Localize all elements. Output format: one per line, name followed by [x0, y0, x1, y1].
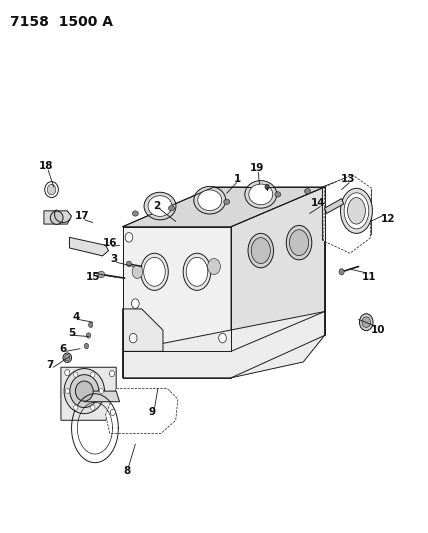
- Text: 17: 17: [75, 211, 89, 221]
- Ellipse shape: [362, 317, 371, 327]
- Polygon shape: [122, 312, 324, 378]
- Ellipse shape: [289, 230, 309, 255]
- Ellipse shape: [48, 184, 56, 195]
- Ellipse shape: [144, 192, 176, 220]
- Ellipse shape: [89, 322, 93, 327]
- Ellipse shape: [45, 182, 58, 198]
- Ellipse shape: [248, 233, 273, 268]
- Polygon shape: [231, 187, 324, 351]
- Polygon shape: [122, 227, 231, 351]
- Ellipse shape: [198, 190, 222, 211]
- Ellipse shape: [339, 269, 344, 275]
- Ellipse shape: [132, 265, 143, 278]
- Polygon shape: [44, 211, 71, 224]
- Ellipse shape: [194, 187, 226, 214]
- Text: 1: 1: [234, 174, 241, 184]
- Text: 6: 6: [59, 344, 67, 354]
- Ellipse shape: [129, 333, 137, 343]
- Ellipse shape: [275, 192, 281, 197]
- Ellipse shape: [360, 314, 373, 330]
- Ellipse shape: [65, 354, 70, 361]
- Ellipse shape: [125, 232, 133, 242]
- Ellipse shape: [63, 353, 71, 362]
- Polygon shape: [324, 175, 372, 253]
- Polygon shape: [106, 389, 178, 433]
- Ellipse shape: [208, 259, 220, 274]
- Ellipse shape: [65, 389, 69, 394]
- Text: 14: 14: [311, 198, 325, 208]
- Polygon shape: [69, 237, 109, 256]
- Text: 3: 3: [110, 254, 118, 263]
- Ellipse shape: [65, 369, 70, 376]
- Text: 13: 13: [341, 174, 355, 184]
- Polygon shape: [122, 187, 324, 227]
- Ellipse shape: [344, 193, 369, 229]
- Ellipse shape: [91, 372, 95, 377]
- Ellipse shape: [305, 189, 311, 194]
- Ellipse shape: [74, 405, 78, 410]
- Ellipse shape: [126, 261, 131, 266]
- Text: 2: 2: [153, 200, 160, 211]
- Text: 12: 12: [381, 214, 395, 224]
- Text: 4: 4: [72, 312, 80, 322]
- Ellipse shape: [70, 375, 99, 408]
- Ellipse shape: [84, 343, 89, 349]
- Ellipse shape: [148, 196, 172, 216]
- Polygon shape: [324, 199, 344, 214]
- Ellipse shape: [245, 181, 277, 208]
- Text: 7: 7: [47, 360, 54, 369]
- Polygon shape: [61, 367, 116, 420]
- Text: 11: 11: [362, 272, 377, 282]
- Text: 18: 18: [39, 161, 54, 171]
- Text: 7158  1500 A: 7158 1500 A: [10, 14, 113, 29]
- Text: 19: 19: [250, 164, 264, 173]
- Ellipse shape: [50, 211, 63, 224]
- Ellipse shape: [224, 199, 230, 205]
- Ellipse shape: [265, 184, 269, 190]
- Ellipse shape: [131, 299, 139, 309]
- Ellipse shape: [75, 381, 93, 401]
- Ellipse shape: [286, 225, 312, 260]
- Ellipse shape: [110, 409, 116, 416]
- Text: 16: 16: [103, 238, 117, 248]
- Ellipse shape: [110, 370, 115, 377]
- Text: 10: 10: [371, 325, 385, 335]
- Ellipse shape: [99, 389, 104, 394]
- Ellipse shape: [249, 184, 273, 205]
- Ellipse shape: [64, 368, 104, 414]
- Ellipse shape: [74, 372, 78, 377]
- Ellipse shape: [251, 238, 270, 263]
- Polygon shape: [82, 391, 119, 402]
- Ellipse shape: [132, 211, 138, 216]
- Text: 8: 8: [123, 466, 131, 475]
- Ellipse shape: [186, 257, 208, 286]
- Ellipse shape: [341, 188, 372, 233]
- Ellipse shape: [219, 333, 226, 343]
- Ellipse shape: [169, 206, 175, 211]
- Text: 5: 5: [68, 328, 75, 338]
- Ellipse shape: [86, 333, 91, 338]
- Polygon shape: [122, 309, 163, 351]
- Polygon shape: [322, 176, 372, 251]
- Text: 9: 9: [149, 407, 156, 417]
- Ellipse shape: [183, 253, 211, 290]
- Ellipse shape: [91, 405, 95, 410]
- Ellipse shape: [348, 198, 366, 224]
- Text: 15: 15: [86, 272, 100, 282]
- Ellipse shape: [144, 257, 165, 286]
- Ellipse shape: [98, 271, 105, 278]
- Ellipse shape: [141, 253, 168, 290]
